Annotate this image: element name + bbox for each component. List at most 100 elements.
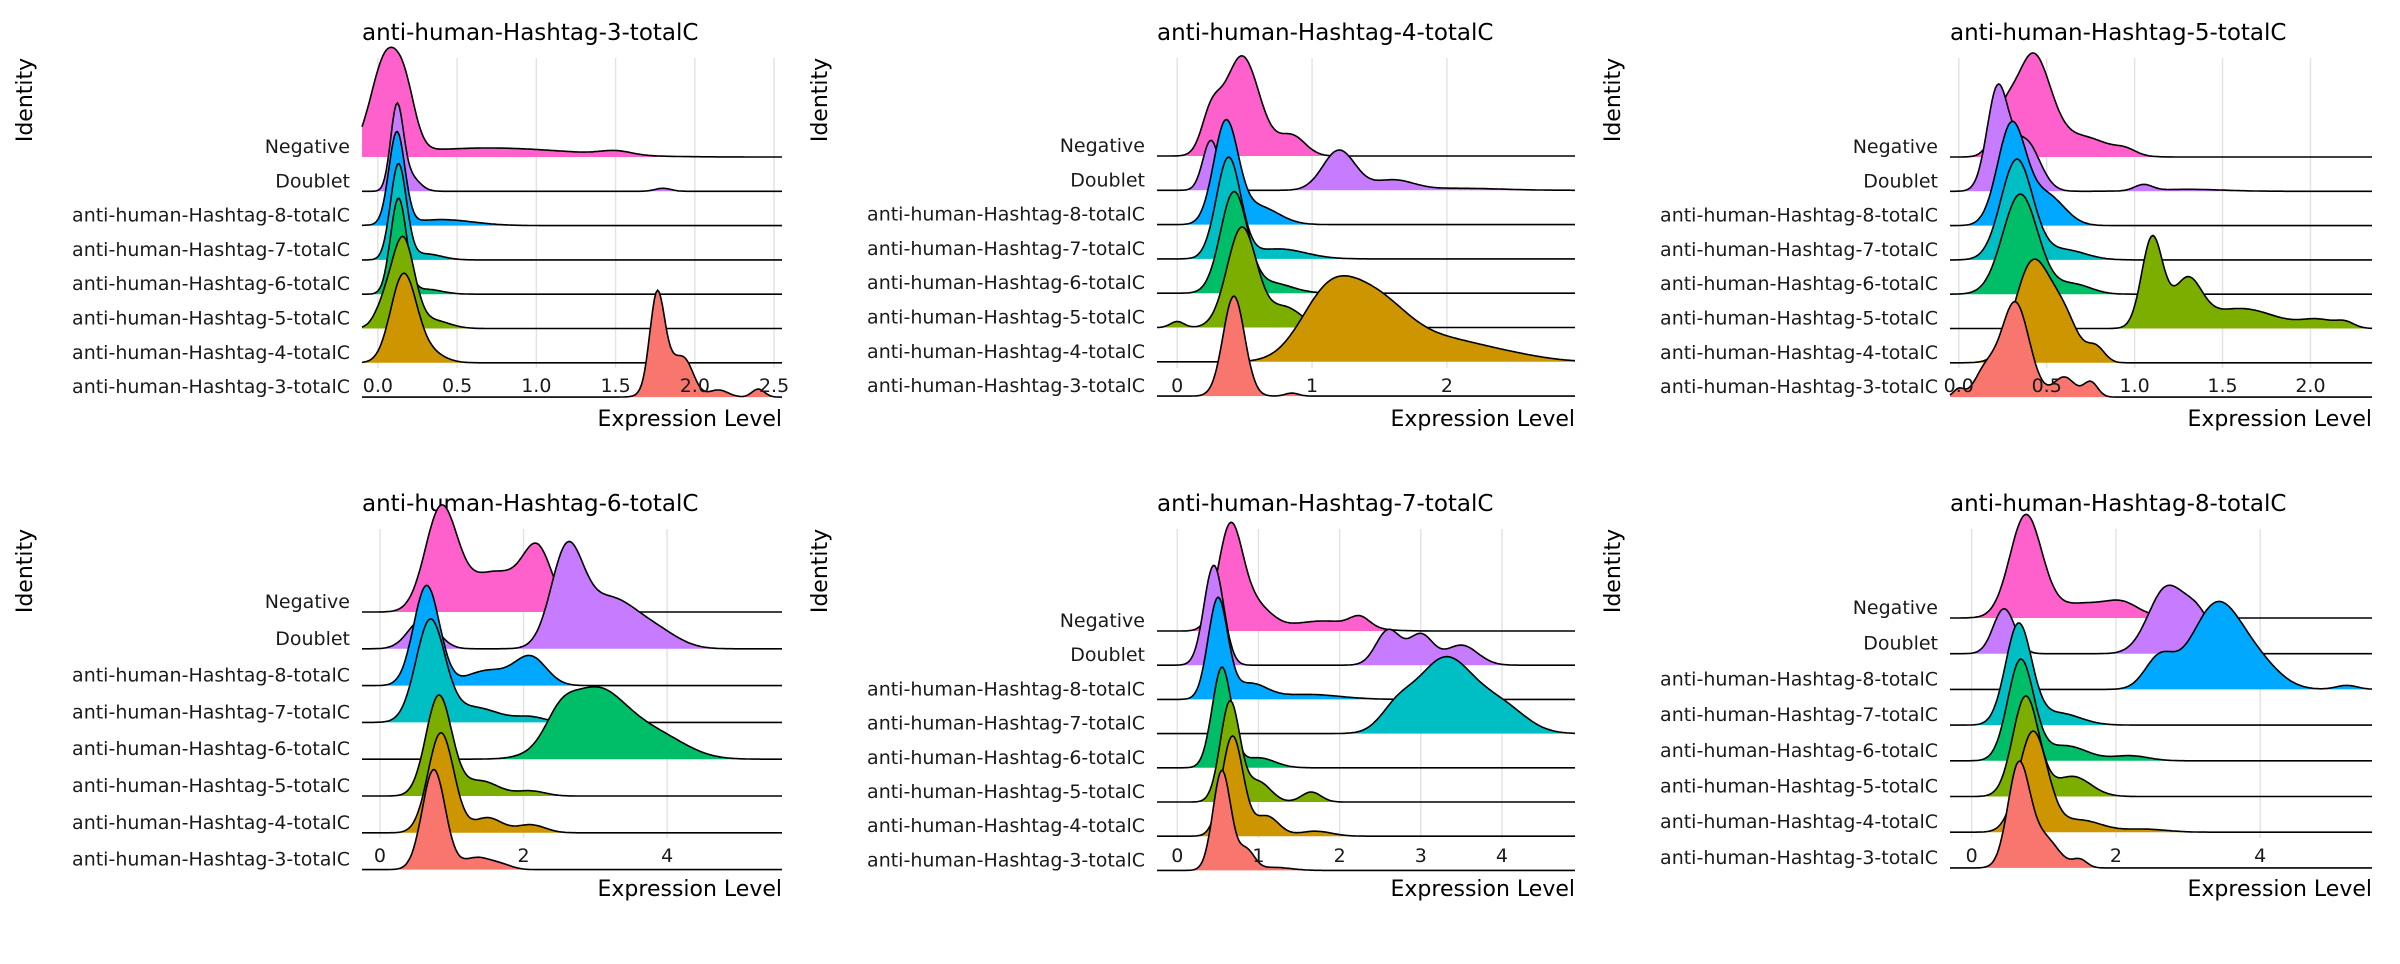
x-tick-label: 1.0 bbox=[521, 375, 551, 397]
ridge-fill bbox=[1157, 275, 1575, 362]
y-tick-label: anti-human-Hashtag-7-totalC bbox=[72, 239, 350, 261]
y-axis-label: Identity bbox=[13, 58, 38, 142]
x-tick-label: 3 bbox=[1415, 845, 1427, 867]
x-axis-label: Expression Level bbox=[598, 407, 783, 432]
ridge-panel-5: anti-human-Hashtag-7-totalC Identity Negat… bbox=[808, 491, 1575, 902]
x-tick-label: 4 bbox=[1496, 845, 1508, 867]
panel-title: anti-human-Hashtag-8-totalC bbox=[1950, 491, 2286, 517]
y-tick-label: anti-human-Hashtag-8-totalC bbox=[1660, 205, 1938, 227]
ridge-line bbox=[361, 46, 782, 158]
ridge-panel-2: anti-human-Hashtag-4-totalC Identity Negat… bbox=[808, 20, 1576, 432]
y-axis-label: Identity bbox=[808, 529, 833, 613]
ridge-panel-4: anti-human-Hashtag-6-totalC Identity Negat… bbox=[13, 491, 782, 902]
ridge-fill bbox=[1157, 700, 1575, 802]
ridge-fill bbox=[1950, 235, 2372, 329]
ridge-fill bbox=[1157, 656, 1575, 734]
ridge-line bbox=[1157, 156, 1575, 260]
ridge-line bbox=[1950, 695, 2372, 798]
y-tick-label: anti-human-Hashtag-7-totalC bbox=[72, 701, 350, 723]
ridge-line bbox=[1157, 769, 1575, 872]
y-tick-label: anti-human-Hashtag-4-totalC bbox=[72, 342, 350, 364]
ridge-fill bbox=[1950, 761, 2372, 868]
y-tick-label: Negative bbox=[265, 591, 350, 613]
y-tick-label: anti-human-Hashtag-5-totalC bbox=[867, 307, 1145, 329]
y-tick-label: anti-human-Hashtag-8-totalC bbox=[867, 678, 1145, 700]
ridge-line bbox=[1157, 118, 1575, 226]
y-tick-label: Doublet bbox=[275, 170, 350, 192]
ridge-line bbox=[362, 130, 782, 227]
x-tick-label: 2 bbox=[517, 845, 529, 867]
x-tick-label: 4 bbox=[2254, 845, 2266, 867]
ridge-panel-6: anti-human-Hashtag-8-totalC Identity Negat… bbox=[1601, 491, 2373, 902]
ridge-fill bbox=[1157, 597, 1575, 700]
y-tick-label: Negative bbox=[1853, 597, 1938, 619]
ridge-fill bbox=[1950, 194, 2372, 295]
y-tick-label: anti-human-Hashtag-8-totalC bbox=[1660, 668, 1938, 690]
ridge-fill bbox=[1950, 731, 2372, 833]
y-axis-label: Identity bbox=[1601, 529, 1626, 613]
y-tick-label: anti-human-Hashtag-7-totalC bbox=[1660, 239, 1938, 261]
ridge-line bbox=[1950, 52, 2372, 158]
y-tick-label: Doublet bbox=[1863, 633, 1938, 655]
ridge-line bbox=[1157, 596, 1575, 701]
y-tick-label: anti-human-Hashtag-6-totalC bbox=[72, 738, 350, 760]
ridge-fill bbox=[1950, 514, 2372, 618]
panel-title: anti-human-Hashtag-7-totalC bbox=[1157, 491, 1493, 517]
ridge-fill bbox=[1157, 770, 1575, 871]
ridge-fill bbox=[1157, 140, 1575, 191]
x-tick-label: 1 bbox=[1306, 375, 1318, 397]
ridge-fill bbox=[362, 619, 782, 723]
ridge-fill bbox=[362, 585, 782, 686]
panel-title: anti-human-Hashtag-4-totalC bbox=[1157, 20, 1493, 46]
x-tick-label: 1 bbox=[1252, 845, 1264, 867]
ridge-fill bbox=[362, 273, 782, 363]
ridge-line bbox=[1949, 300, 2372, 398]
ridge-line bbox=[362, 197, 782, 295]
ridge-fill bbox=[362, 769, 782, 870]
y-tick-label: anti-human-Hashtag-3-totalC bbox=[1660, 847, 1938, 869]
y-tick-label: anti-human-Hashtag-7-totalC bbox=[867, 713, 1145, 735]
y-tick-label: Negative bbox=[1060, 610, 1145, 632]
ridge-fill bbox=[1950, 83, 2372, 192]
ridge-line bbox=[361, 235, 782, 330]
y-tick-label: anti-human-Hashtag-4-totalC bbox=[867, 815, 1145, 837]
x-tick-label: 2.0 bbox=[680, 375, 710, 397]
x-tick-label: 1.0 bbox=[2120, 375, 2150, 397]
x-axis-label: Expression Level bbox=[598, 877, 783, 902]
y-tick-label: Doublet bbox=[275, 628, 350, 650]
ridge-fill bbox=[1950, 159, 2372, 260]
y-tick-label: Doublet bbox=[1070, 169, 1145, 191]
y-tick-label: anti-human-Hashtag-7-totalC bbox=[1660, 704, 1938, 726]
y-tick-label: anti-human-Hashtag-6-totalC bbox=[72, 273, 350, 295]
x-tick-label: 0.0 bbox=[363, 375, 393, 397]
ridge-fill bbox=[1157, 735, 1575, 837]
ridge-line bbox=[1157, 54, 1575, 157]
y-tick-label: anti-human-Hashtag-5-totalC bbox=[1660, 308, 1938, 330]
y-tick-label: anti-human-Hashtag-8-totalC bbox=[867, 204, 1145, 226]
ridge-line bbox=[1950, 622, 2372, 726]
y-tick-label: anti-human-Hashtag-3-totalC bbox=[72, 849, 350, 871]
x-tick-label: 0.5 bbox=[442, 375, 472, 397]
x-tick-label: 0 bbox=[1171, 845, 1183, 867]
y-axis-label: Identity bbox=[13, 529, 38, 613]
ridge-line bbox=[1950, 258, 2372, 364]
y-tick-label: Negative bbox=[1060, 135, 1145, 157]
ridge-line bbox=[1157, 295, 1575, 397]
ridge-panel-3: anti-human-Hashtag-5-totalC Identity Negat… bbox=[1601, 20, 2372, 432]
ridge-fill bbox=[1950, 301, 2372, 398]
ridge-line bbox=[1950, 658, 2372, 762]
x-tick-label: 0 bbox=[1171, 375, 1183, 397]
ridge-line bbox=[1950, 760, 2372, 869]
ridge-line bbox=[1950, 120, 2372, 227]
ridge-fill bbox=[1157, 119, 1575, 225]
ridge-fill bbox=[362, 732, 782, 833]
ridge-line bbox=[1157, 734, 1575, 837]
y-tick-label: anti-human-Hashtag-5-totalC bbox=[72, 308, 350, 330]
panel-title: anti-human-Hashtag-3-totalC bbox=[362, 20, 698, 46]
y-tick-label: anti-human-Hashtag-3-totalC bbox=[867, 375, 1145, 397]
ridge-line bbox=[362, 584, 782, 687]
ridge-fill bbox=[362, 236, 782, 329]
ridge-fill bbox=[1950, 585, 2372, 654]
panel-title: anti-human-Hashtag-6-totalC bbox=[362, 491, 698, 517]
ridge-fill bbox=[362, 686, 782, 760]
